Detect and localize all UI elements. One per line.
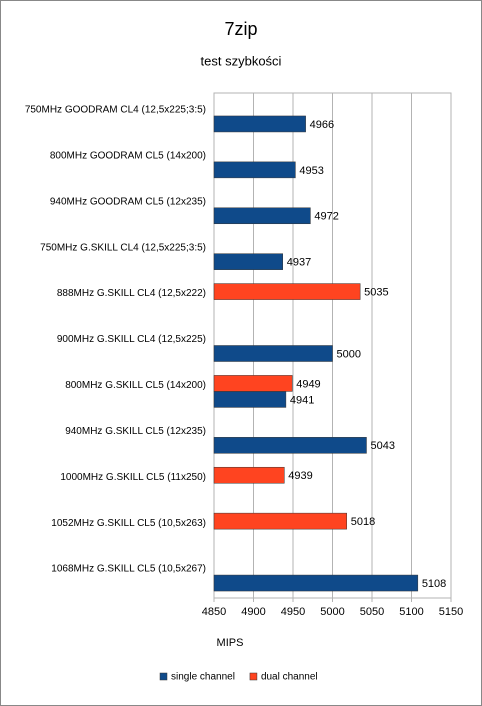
bar — [213, 253, 283, 270]
chart-subtitle: test szybkości — [201, 53, 282, 68]
value-label: 5018 — [351, 516, 375, 528]
legend-label: single channel — [171, 672, 235, 683]
y-tick-label: 1052MHz G.SKILL CL5 (10,5x263) — [51, 518, 206, 529]
x-axis-label: MIPS — [217, 637, 244, 649]
value-label: 4972 — [314, 211, 338, 223]
value-label: 5035 — [364, 286, 388, 298]
chart-title: 7zip — [224, 19, 257, 39]
y-tick-label: 800MHz G.SKILL CL5 (14x200) — [65, 380, 206, 391]
value-label: 4953 — [299, 165, 323, 177]
x-tick-label: 4900 — [241, 606, 265, 618]
bar — [213, 375, 293, 392]
y-tick-label: 900MHz G.SKILL CL4 (12,5x225) — [57, 334, 206, 345]
bar — [213, 391, 287, 408]
value-label: 4939 — [288, 470, 312, 482]
value-label: 5108 — [422, 578, 446, 590]
y-tick-label: 750MHz GOODRAM CL4 (12,5x225;3:5) — [25, 105, 206, 116]
y-tick-label: 1000MHz G.SKILL CL5 (11x250) — [60, 472, 206, 483]
value-label: 5000 — [337, 348, 361, 360]
y-tick-label: 1068MHz G.SKILL CL5 (10,5x267) — [51, 564, 206, 575]
y-tick-label: 940MHz GOODRAM CL5 (12x235) — [50, 196, 206, 207]
value-label: 4966 — [310, 119, 334, 131]
value-label: 4949 — [296, 378, 320, 390]
bar — [213, 437, 367, 454]
x-tick-label: 4850 — [202, 606, 226, 618]
bar — [213, 283, 361, 300]
value-label: 4937 — [287, 257, 311, 269]
bar — [213, 115, 306, 133]
bar — [213, 574, 419, 592]
value-label: 5043 — [370, 440, 394, 452]
bar — [213, 345, 333, 362]
x-tick-label: 5050 — [360, 606, 384, 618]
y-tick-label: 940MHz G.SKILL CL5 (12x235) — [65, 426, 206, 437]
x-tick-label: 5000 — [320, 606, 344, 618]
y-tick-label: 888MHz G.SKILL CL4 (12,5x222) — [57, 288, 206, 299]
legend-label: dual channel — [261, 672, 318, 683]
legend-swatch — [159, 672, 168, 681]
y-tick-label: 800MHz GOODRAM CL5 (14x200) — [50, 151, 206, 162]
x-tick-label: 4950 — [281, 606, 305, 618]
x-tick-label: 5150 — [439, 606, 463, 618]
bar — [213, 466, 285, 484]
legend-swatch — [249, 672, 258, 681]
y-tick-label: 750MHz G.SKILL CL4 (12,5x225;3:5) — [40, 242, 206, 253]
bar — [213, 161, 296, 179]
bar — [213, 207, 311, 225]
x-tick-label: 5100 — [399, 606, 423, 618]
value-label: 4941 — [290, 394, 314, 406]
bar — [213, 512, 347, 530]
